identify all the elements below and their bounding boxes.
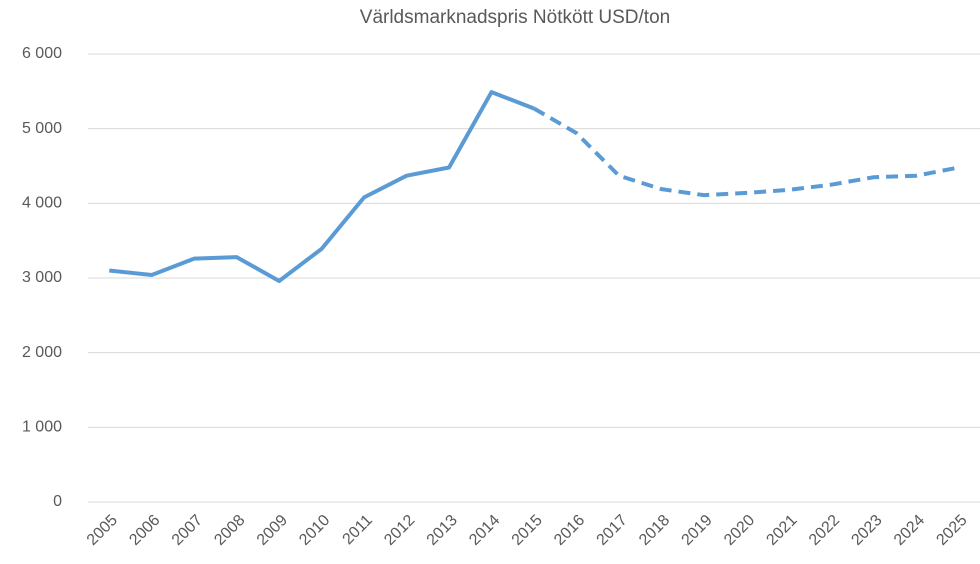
x-tick-label: 2009 xyxy=(254,512,291,549)
x-tick-label: 2017 xyxy=(594,512,631,549)
x-tick-label: 2008 xyxy=(211,512,248,549)
x-tick-label: 2016 xyxy=(551,512,588,549)
x-tick-label: 2007 xyxy=(169,512,206,549)
x-tick-label: 2025 xyxy=(933,512,970,549)
x-tick-label: 2019 xyxy=(679,512,716,549)
chart-title: Världsmarknadspris Nötkött USD/ton xyxy=(360,7,670,28)
y-tick-label: 0 xyxy=(53,493,62,510)
x-tick-label: 2012 xyxy=(381,512,418,549)
y-tick-label: 6 000 xyxy=(22,45,62,62)
y-tick-label: 2 000 xyxy=(22,344,62,361)
x-tick-label: 2022 xyxy=(806,512,843,549)
y-tick-label: 3 000 xyxy=(22,269,62,286)
x-tick-label: 2011 xyxy=(340,512,376,548)
y-tick-label: 4 000 xyxy=(22,195,62,212)
x-tick-label: 2006 xyxy=(126,512,163,549)
line-series xyxy=(532,106,960,198)
x-tick-label: 2005 xyxy=(84,512,121,549)
x-tick-label: 2021 xyxy=(763,512,800,549)
x-tick-label: 2013 xyxy=(424,512,461,549)
line-series xyxy=(109,90,535,283)
x-tick-label: 2020 xyxy=(721,512,758,549)
x-tick-label: 2010 xyxy=(296,512,333,549)
x-tick-label: 2024 xyxy=(891,512,928,549)
x-tick-label: 2015 xyxy=(509,512,546,549)
x-tick-label: 2014 xyxy=(466,512,503,549)
x-tick-label: 2023 xyxy=(848,512,885,549)
y-tick-label: 1 000 xyxy=(22,419,62,436)
x-tick-label: 2018 xyxy=(636,512,673,549)
y-tick-label: 5 000 xyxy=(22,120,62,137)
